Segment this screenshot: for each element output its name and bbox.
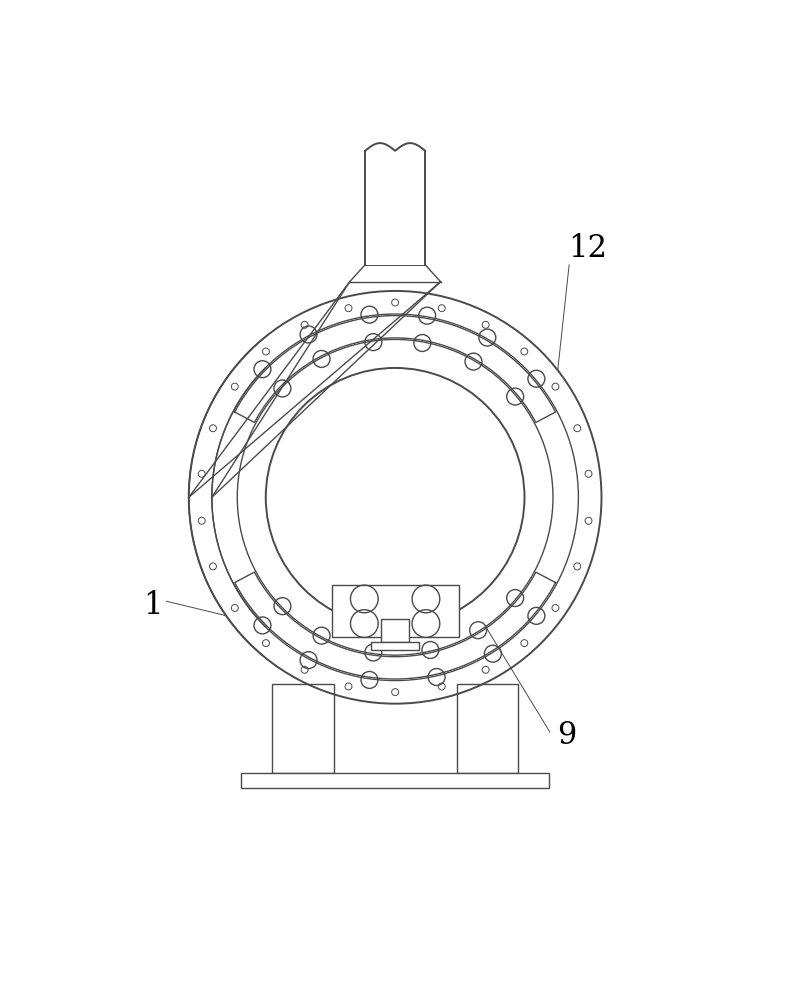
Text: 12: 12 (568, 233, 607, 264)
Text: 9: 9 (557, 720, 576, 752)
Bar (272, 684, 333, 773)
Bar (371, 642, 419, 650)
Bar (457, 684, 518, 773)
Polygon shape (235, 572, 556, 679)
Bar (332, 585, 459, 637)
Text: 1: 1 (143, 590, 163, 621)
Bar (381, 619, 409, 642)
Bar (241, 773, 549, 788)
Polygon shape (235, 316, 556, 422)
